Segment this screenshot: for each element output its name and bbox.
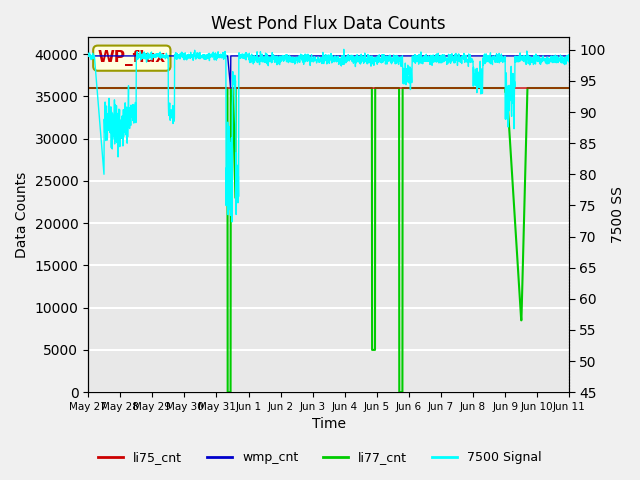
- X-axis label: Time: Time: [312, 418, 346, 432]
- Title: West Pond Flux Data Counts: West Pond Flux Data Counts: [211, 15, 446, 33]
- Legend: li75_cnt, wmp_cnt, li77_cnt, 7500 Signal: li75_cnt, wmp_cnt, li77_cnt, 7500 Signal: [93, 446, 547, 469]
- li77_cnt: [84, 85, 92, 91]
- Line: li77_cnt: li77_cnt: [88, 88, 570, 392]
- 7500 Signal: [524, 57, 531, 62]
- wmp_cnt: [468, 53, 476, 59]
- 7500 Signal: [218, 51, 226, 57]
- li75_cnt: [468, 85, 476, 91]
- wmp_cnt: [84, 53, 92, 59]
- li75_cnt: [84, 85, 92, 91]
- 7500 Signal: [468, 56, 476, 62]
- 7500 Signal: [566, 60, 573, 65]
- Y-axis label: Data Counts: Data Counts: [15, 172, 29, 258]
- 7500 Signal: [84, 52, 92, 58]
- wmp_cnt: [566, 53, 573, 59]
- wmp_cnt: [353, 53, 360, 59]
- li77_cnt: [536, 85, 544, 91]
- Line: 7500 Signal: 7500 Signal: [88, 49, 570, 222]
- 7500 Signal: [342, 59, 350, 65]
- li75_cnt: [353, 85, 360, 91]
- Line: wmp_cnt: wmp_cnt: [88, 56, 570, 88]
- li75_cnt: [218, 85, 226, 91]
- 7500 Signal: [537, 61, 545, 67]
- 7500 Signal: [353, 59, 361, 64]
- li77_cnt: [523, 102, 531, 108]
- wmp_cnt: [342, 53, 350, 59]
- li75_cnt: [342, 85, 350, 91]
- li75_cnt: [536, 85, 544, 91]
- li77_cnt: [468, 85, 476, 91]
- wmp_cnt: [523, 53, 531, 59]
- li77_cnt: [353, 85, 360, 91]
- 7500 Signal: [228, 219, 236, 225]
- li77_cnt: [566, 85, 573, 91]
- Y-axis label: 7500 SS: 7500 SS: [611, 186, 625, 243]
- wmp_cnt: [218, 53, 226, 59]
- wmp_cnt: [536, 53, 544, 59]
- li75_cnt: [523, 85, 531, 91]
- Text: WP_flux: WP_flux: [98, 50, 166, 66]
- wmp_cnt: [227, 85, 234, 91]
- 7500 Signal: [340, 47, 348, 52]
- li75_cnt: [566, 85, 573, 91]
- li77_cnt: [224, 389, 232, 395]
- li77_cnt: [218, 85, 226, 91]
- li77_cnt: [342, 85, 350, 91]
